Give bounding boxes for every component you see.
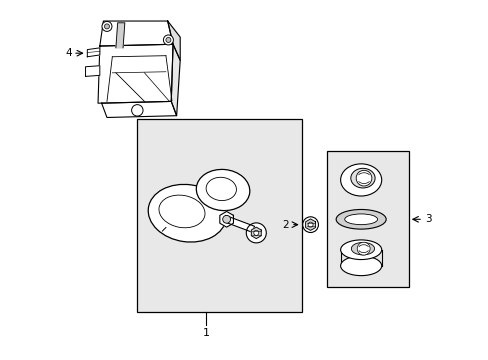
Ellipse shape: [196, 170, 249, 211]
Polygon shape: [100, 21, 173, 46]
Polygon shape: [167, 21, 180, 60]
Circle shape: [165, 37, 171, 42]
Circle shape: [163, 35, 173, 45]
Polygon shape: [305, 219, 315, 230]
Polygon shape: [98, 44, 173, 103]
Polygon shape: [171, 44, 180, 116]
Circle shape: [253, 230, 258, 235]
Text: 4: 4: [65, 48, 71, 58]
Circle shape: [357, 242, 369, 255]
Circle shape: [302, 217, 318, 233]
Ellipse shape: [344, 214, 377, 225]
Circle shape: [355, 170, 371, 186]
Polygon shape: [87, 48, 100, 57]
Text: 2: 2: [282, 220, 288, 230]
Ellipse shape: [340, 256, 381, 276]
Circle shape: [307, 222, 312, 227]
Bar: [137, 119, 301, 312]
Circle shape: [104, 24, 109, 29]
Polygon shape: [220, 211, 233, 227]
Circle shape: [131, 105, 143, 116]
Polygon shape: [102, 102, 176, 117]
Polygon shape: [85, 66, 100, 76]
Polygon shape: [224, 216, 254, 232]
Polygon shape: [116, 23, 124, 48]
Bar: [326, 152, 408, 287]
Bar: [326, 152, 408, 287]
Ellipse shape: [148, 184, 226, 242]
Ellipse shape: [335, 210, 386, 229]
Ellipse shape: [340, 164, 381, 196]
Ellipse shape: [350, 242, 374, 255]
Ellipse shape: [340, 240, 381, 260]
Text: 3: 3: [424, 214, 430, 224]
Circle shape: [222, 215, 230, 223]
Text: 1: 1: [203, 328, 209, 338]
Bar: [137, 119, 301, 312]
Ellipse shape: [350, 168, 374, 188]
Polygon shape: [251, 227, 261, 239]
Circle shape: [102, 21, 112, 31]
Circle shape: [246, 223, 266, 243]
